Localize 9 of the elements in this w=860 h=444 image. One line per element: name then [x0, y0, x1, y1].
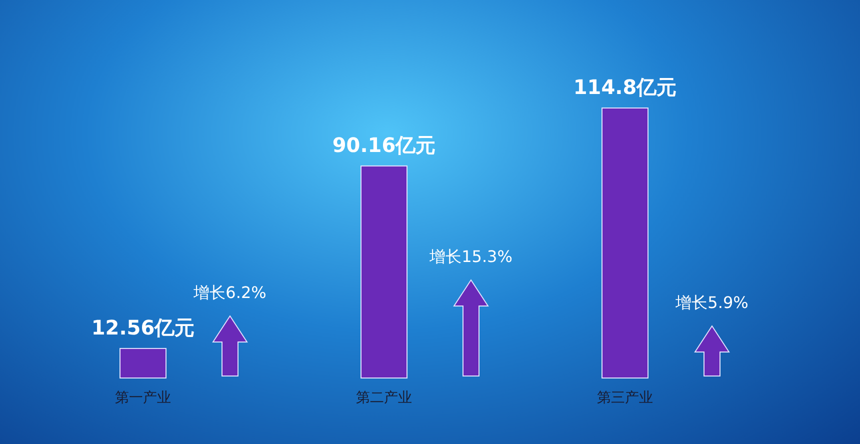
x-tick-label: 第二产业	[356, 390, 412, 406]
data-label: 12.56亿元	[91, 315, 195, 340]
x-tick-label: 第三产业	[597, 390, 653, 406]
annotation: 增长15.3%	[428, 247, 512, 266]
x-tick-label: 第一产业	[115, 390, 171, 406]
annotation: 增长6.2%	[192, 283, 266, 302]
data-label: 114.8亿元	[573, 75, 677, 99]
data-label: 90.16亿元	[332, 132, 436, 157]
annotation: 增长5.9%	[674, 293, 748, 312]
